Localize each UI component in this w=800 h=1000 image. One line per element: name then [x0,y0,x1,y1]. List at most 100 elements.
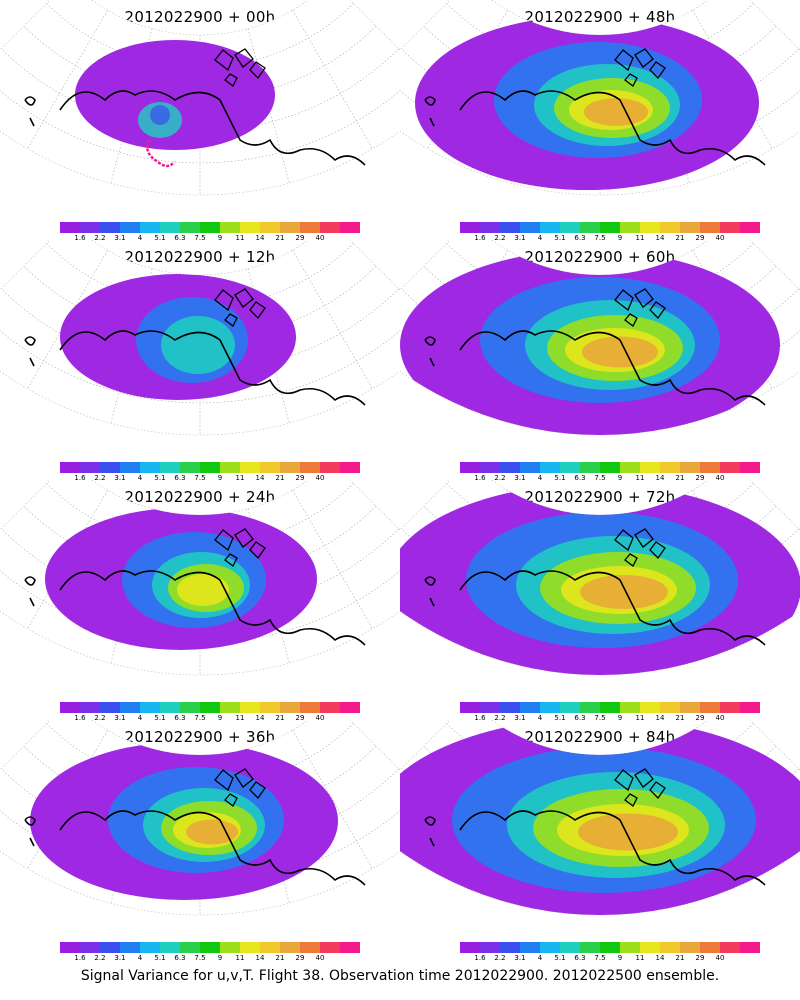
legend-swatch [460,942,480,953]
panel-title: 2012022900 + 12h [124,248,276,266]
graticule-meridian [292,10,373,149]
coastline [59,810,366,886]
legend-swatch [60,942,80,953]
legend-tick-label: 21 [275,234,285,242]
legend-tick-label: 2.2 [494,714,506,722]
legend-tick-label: 4 [537,954,543,962]
legend-tick-label: 40 [715,954,725,962]
legend-swatch [560,462,580,473]
polar-map [400,240,800,436]
legend-swatch [200,942,220,953]
legend-tick-label: 21 [675,474,685,482]
legend-color-bar [460,222,760,233]
coastline-west [424,336,436,367]
legend-tick-label: 2.2 [94,234,106,242]
legend-swatch [180,462,200,473]
legend-swatch [600,222,620,233]
legend-swatch [700,462,720,473]
legend-swatch [200,462,220,473]
coastline-west [424,816,436,847]
legend-tick-label: 29 [695,234,705,242]
legend-tick-label: 40 [315,954,325,962]
color-legend: 1.6 2.2 3.1 4 5.1 6.3 7.5 9 11 14 21 29 40 [460,942,760,962]
legend-tick-label: 9 [617,474,623,482]
map-panel-36h: 2012022900 + 36h 1.6 2.2 3.1 4 5.1 6.3 7.5 9 11 14… [0,720,400,962]
graticule-meridian [292,250,373,389]
legend-swatch [740,462,760,473]
legend-tick-label: 14 [255,234,265,242]
polar-map [0,720,400,916]
legend-swatch [600,702,620,713]
legend-swatch [300,222,320,233]
legend-swatch [540,462,560,473]
legend-tick-label: 7.5 [194,954,206,962]
graticule-meridian [110,28,153,184]
legend-tick-label: 6.3 [174,234,186,242]
coastline [459,90,766,166]
legend-tick-label: 29 [295,714,305,722]
legend-swatch [740,702,760,713]
legend-swatch [480,222,500,233]
legend-swatch [260,462,280,473]
arctic-islands [214,528,266,567]
legend-swatch [500,462,520,473]
legend-swatch [80,462,100,473]
arctic-islands [614,48,666,87]
legend-tick-label: 4 [137,234,143,242]
legend-tick-label: 7.5 [594,714,606,722]
graticule-parallel [23,745,377,820]
color-legend: 1.6 2.2 3.1 4 5.1 6.3 7.5 9 11 14 21 29 40 [460,222,760,242]
legend-swatch [580,942,600,953]
legend-swatch [520,702,540,713]
legend-swatch [480,462,500,473]
legend-tick-label: 3.1 [114,234,126,242]
legend-tick-label: 29 [295,234,305,242]
legend-swatch [680,222,700,233]
legend-tick-label: 7.5 [194,474,206,482]
coastline [459,330,766,406]
legend-swatch [720,942,740,953]
legend-swatch [240,942,260,953]
legend-swatch [720,702,740,713]
legend-swatch [520,222,540,233]
legend-tick-label: 40 [715,234,725,242]
arctic-islands [614,288,666,327]
legend-swatch [300,942,320,953]
legend-swatch [600,942,620,953]
legend-swatch [80,222,100,233]
legend-swatch [60,702,80,713]
legend-tick-label: 40 [315,234,325,242]
legend-swatch [560,702,580,713]
legend-swatch [300,702,320,713]
legend-swatch [620,702,640,713]
legend-swatch [280,222,300,233]
legend-tick-label: 5.1 [554,714,566,722]
legend-tick-label: 7.5 [594,234,606,242]
arctic-islands [214,288,266,327]
legend-swatch [340,462,360,473]
graticule-meridian [692,10,773,149]
legend-swatch [160,222,180,233]
legend-tick-label: 3.1 [514,474,526,482]
graticule-meridian [27,250,108,389]
legend-tick-label: 40 [715,474,725,482]
legend-swatch [500,942,520,953]
legend-swatch [140,702,160,713]
graticule-parallel [23,505,377,580]
legend-swatch [220,462,240,473]
coastline-west [24,816,36,847]
legend-swatch [100,942,120,953]
legend-swatch [620,462,640,473]
polar-map [400,480,800,676]
graticule-parallel [46,243,354,308]
legend-tick-label: 14 [255,954,265,962]
graticule-meridian [247,268,290,424]
legend-swatch [160,462,180,473]
arctic-islands [614,528,666,567]
legend-tick-label: 14 [255,474,265,482]
legend-swatch [240,702,260,713]
color-legend: 1.6 2.2 3.1 4 5.1 6.3 7.5 9 11 14 21 29 40 [60,222,360,242]
legend-swatch [200,702,220,713]
legend-labels: 1.6 2.2 3.1 4 5.1 6.3 7.5 9 11 14 21 29 40 [60,713,360,723]
legend-swatch [60,222,80,233]
